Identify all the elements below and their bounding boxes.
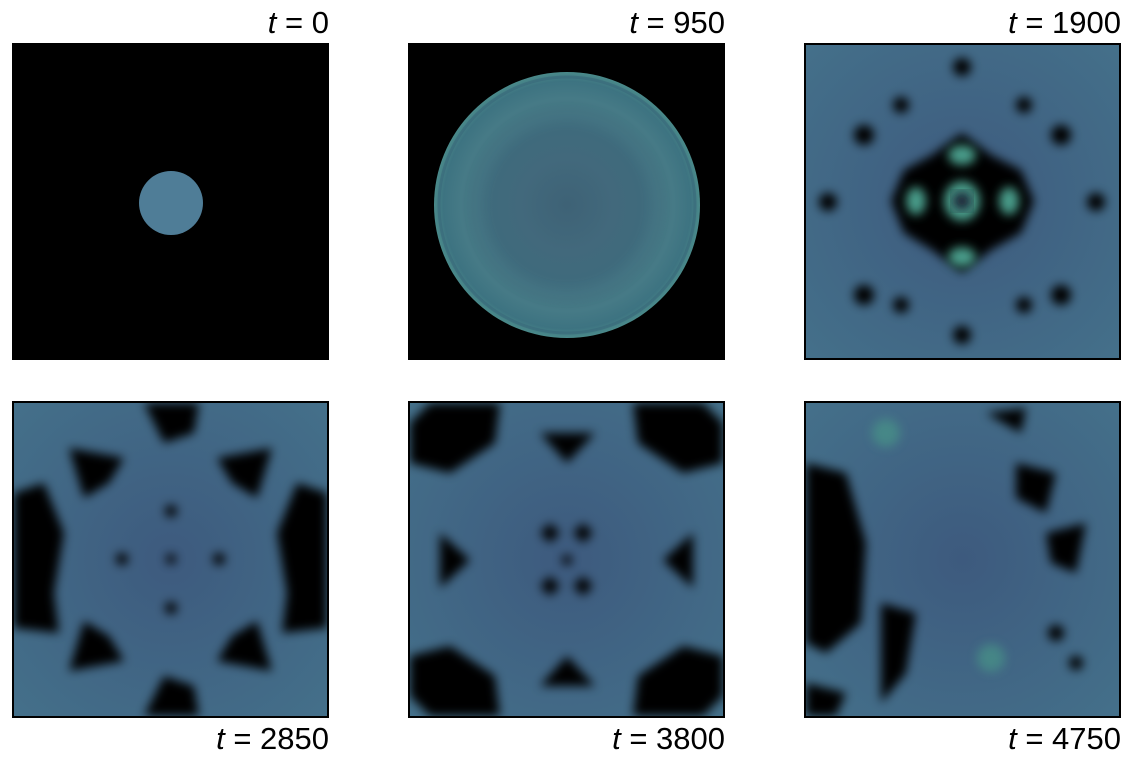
simulation (410, 45, 723, 358)
simulation (410, 403, 723, 716)
panel-label: t = 3800 (408, 722, 725, 756)
panel-image (12, 401, 329, 718)
panel-image (408, 401, 725, 718)
panel-image (804, 401, 1121, 718)
panel-label: t = 950 (408, 6, 725, 40)
panel-image (12, 43, 329, 360)
panel-label: t = 0 (12, 6, 329, 40)
simulation (806, 403, 1119, 716)
panel-label: t = 4750 (804, 722, 1121, 756)
simulation (14, 403, 327, 716)
simulation (14, 45, 327, 358)
figure: t = 0 t = 950 t = 1900 t = 2850 t = 3800… (0, 0, 1128, 758)
panel-label: t = 2850 (12, 722, 329, 756)
simulation (806, 45, 1119, 358)
panel-image (804, 43, 1121, 360)
panel-label: t = 1900 (804, 6, 1121, 40)
panel-image (408, 43, 725, 360)
